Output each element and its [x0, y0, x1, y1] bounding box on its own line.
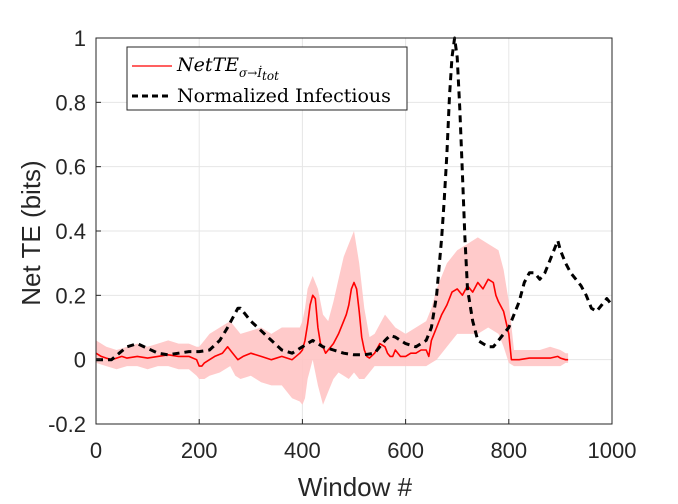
x-axis-title: Window #	[298, 472, 413, 502]
legend-label-nette-subsub: tot	[262, 69, 279, 83]
tick-labels: 0 200 400 600 800 1000-0.200.20.40.60.81	[48, 26, 636, 463]
legend: NetTEσ→İtot Normalized Infectious	[126, 46, 408, 111]
series-nette-line	[95, 278, 569, 367]
axes-box	[95, 37, 613, 425]
x-tick-label: 0	[90, 438, 102, 463]
x-tick-label: 1000	[588, 438, 637, 463]
x-tick-label: 800	[490, 438, 527, 463]
legend-box	[126, 46, 408, 111]
series-infectious-line	[96, 36, 614, 362]
y-tick-label: 0.4	[55, 219, 86, 244]
y-tick-label: 1	[74, 26, 86, 51]
y-tick-label: 0	[74, 348, 86, 373]
legend-label-nette: NetTEσ→İtot	[176, 54, 279, 83]
y-tick-label: 0.2	[55, 283, 86, 308]
x-tick-label: 600	[387, 438, 424, 463]
legend-label-nette-main: NetTE	[176, 54, 239, 76]
confidence-band	[96, 231, 569, 405]
y-axis-title: Net TE (bits)	[16, 160, 46, 305]
y-tick-label: 0.8	[55, 90, 86, 115]
x-tick-label: 200	[181, 438, 218, 463]
x-tick-label: 400	[284, 438, 321, 463]
axes	[95, 37, 613, 425]
series-lines	[95, 36, 614, 367]
y-tick-label: -0.2	[48, 412, 86, 437]
legend-label-infectious: Normalized Infectious	[177, 85, 391, 107]
legend-label-nette-sub: σ→İ	[239, 65, 262, 80]
nette-std-band	[96, 231, 569, 405]
y-tick-label: 0.6	[55, 155, 86, 180]
